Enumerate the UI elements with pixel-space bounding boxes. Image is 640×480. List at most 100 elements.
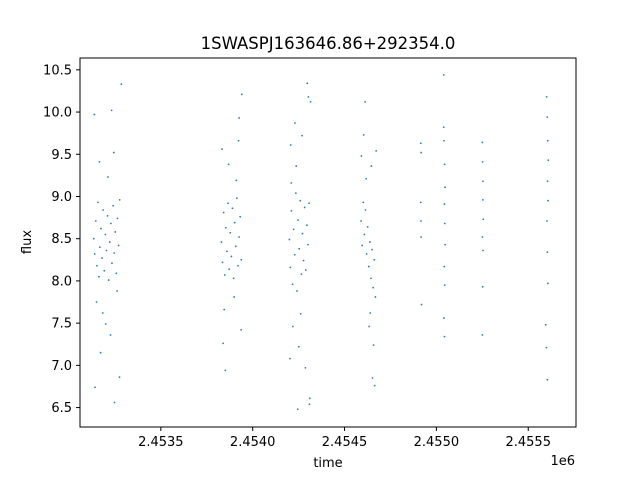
- data-point: [546, 116, 549, 119]
- data-point: [113, 401, 116, 404]
- data-point: [293, 253, 296, 256]
- data-point: [229, 231, 232, 234]
- data-point: [443, 265, 446, 268]
- x-tick-label: 2.4540: [230, 435, 276, 450]
- data-point: [546, 220, 548, 222]
- data-point: [372, 344, 375, 346]
- data-point: [443, 203, 446, 205]
- data-point: [298, 247, 301, 250]
- data-point: [230, 255, 233, 258]
- y-tick-label: 9.0: [51, 190, 72, 205]
- data-point: [544, 323, 547, 326]
- data-point: [362, 201, 365, 204]
- data-point: [299, 312, 302, 315]
- data-point: [482, 180, 484, 183]
- y-tick-label: 6.5: [51, 401, 72, 416]
- axes-frame: [79, 57, 577, 428]
- data-points: [92, 73, 550, 411]
- data-point: [481, 160, 484, 163]
- data-point: [296, 408, 299, 411]
- plot-background: [80, 58, 576, 427]
- data-point: [113, 252, 116, 254]
- data-point: [372, 286, 375, 289]
- data-point: [290, 209, 293, 212]
- data-point: [442, 126, 445, 129]
- data-point: [420, 236, 423, 238]
- data-point: [107, 279, 110, 281]
- data-point: [238, 117, 240, 119]
- x-axis-offset-label: 1e6: [550, 454, 575, 469]
- data-point: [365, 177, 368, 180]
- data-point: [290, 182, 293, 184]
- data-point: [233, 221, 236, 224]
- data-point: [296, 290, 298, 292]
- chart-title: 1SWASPJ163646.86+292354.0: [201, 34, 456, 53]
- data-point: [100, 227, 102, 230]
- data-point: [374, 296, 377, 298]
- data-point: [228, 268, 231, 270]
- data-point: [288, 238, 291, 241]
- data-point: [444, 186, 446, 189]
- data-point: [117, 244, 120, 247]
- data-point: [481, 236, 484, 238]
- data-point: [223, 308, 226, 311]
- data-point: [289, 144, 292, 146]
- data-point: [94, 386, 96, 389]
- data-point: [103, 269, 106, 272]
- data-point: [294, 122, 296, 124]
- data-point: [220, 241, 223, 243]
- data-point: [308, 202, 310, 205]
- data-point: [375, 149, 378, 152]
- data-point: [116, 217, 119, 220]
- data-point: [309, 101, 312, 103]
- data-point: [300, 273, 303, 276]
- data-point: [303, 206, 306, 209]
- data-point: [360, 220, 362, 222]
- data-point: [111, 262, 113, 265]
- data-point: [361, 244, 364, 247]
- data-point: [238, 236, 240, 238]
- data-point: [302, 259, 305, 262]
- data-point: [227, 163, 230, 166]
- data-point: [545, 95, 548, 98]
- data-point: [304, 366, 307, 369]
- data-point: [443, 139, 445, 142]
- data-point: [110, 109, 113, 112]
- data-point: [297, 219, 299, 222]
- data-point: [106, 215, 109, 217]
- data-point: [120, 83, 123, 86]
- y-tick-label: 10.5: [43, 63, 72, 78]
- data-point: [240, 93, 243, 96]
- data-point: [295, 165, 298, 167]
- data-point: [114, 231, 117, 233]
- data-point: [364, 209, 367, 211]
- data-point: [420, 220, 422, 222]
- data-point: [305, 224, 308, 227]
- data-point: [235, 179, 238, 182]
- data-point: [301, 134, 303, 137]
- data-point: [308, 403, 311, 406]
- data-point: [370, 165, 373, 167]
- data-point: [116, 290, 119, 292]
- data-point: [223, 274, 226, 276]
- x-axis-label: time: [313, 456, 342, 471]
- data-point: [101, 312, 104, 314]
- data-point: [224, 369, 227, 372]
- data-point: [109, 334, 112, 336]
- data-point: [443, 335, 446, 338]
- data-point: [373, 258, 376, 261]
- data-point: [299, 199, 302, 202]
- data-point: [107, 176, 109, 178]
- data-point: [101, 257, 103, 260]
- data-point: [546, 180, 549, 183]
- x-tick-label: 2.4535: [138, 435, 184, 450]
- data-point: [115, 272, 118, 275]
- data-point: [443, 284, 446, 287]
- data-point: [240, 258, 243, 261]
- data-point: [221, 261, 224, 264]
- data-point: [227, 202, 229, 205]
- y-tick-label: 7.0: [51, 359, 72, 374]
- data-point: [546, 378, 549, 381]
